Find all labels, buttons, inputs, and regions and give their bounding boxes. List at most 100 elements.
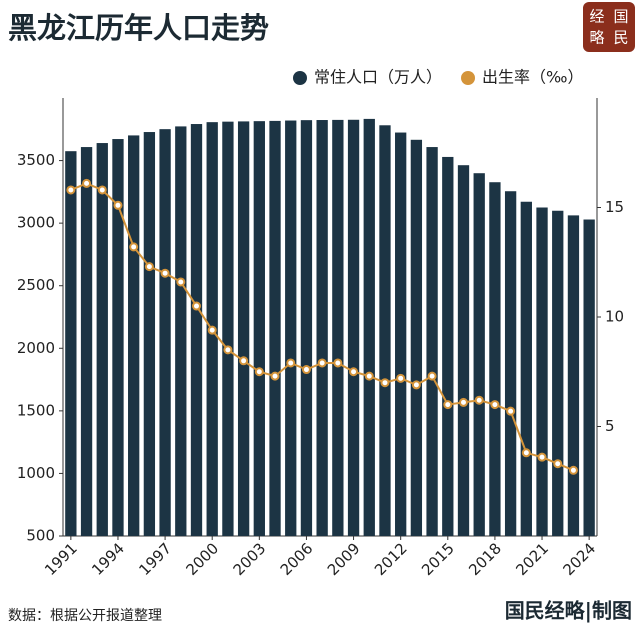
bar [363, 118, 375, 536]
x-tick-label: 2024 [559, 539, 599, 579]
line-point [459, 397, 468, 407]
source-note: 数据：根据公开报道整理 [8, 608, 162, 624]
y-tick-label: 3000 [17, 214, 55, 232]
logo-char: 民 [613, 29, 628, 47]
legend-swatch [293, 71, 307, 85]
bar [379, 125, 391, 537]
x-tick-label: 2006 [277, 539, 317, 579]
y-tick-label: 1000 [17, 464, 55, 482]
bar [332, 119, 344, 537]
bar [80, 147, 93, 536]
line-point [66, 185, 76, 195]
bar [112, 139, 124, 536]
bar [567, 215, 580, 536]
legend-swatch [461, 71, 476, 85]
line-point [553, 459, 563, 469]
logo-char: 国 [613, 8, 628, 26]
bar [520, 201, 532, 537]
x-tick-label: 2003 [230, 539, 270, 579]
line-point [82, 178, 92, 188]
line-point [317, 358, 327, 368]
bar [410, 139, 423, 536]
x-tick-label: 2009 [324, 539, 364, 579]
bar [175, 126, 187, 537]
bar [190, 124, 203, 536]
y-tick-label: 2000 [17, 339, 55, 357]
line-point [333, 358, 343, 368]
line-point [239, 356, 249, 366]
x-tick-label: 2018 [465, 539, 505, 579]
bar [300, 120, 313, 537]
x-tick-label: 2012 [371, 539, 411, 579]
line-point [113, 200, 123, 210]
legend-label: 常住人口（万人） [314, 68, 442, 87]
bar [269, 120, 281, 536]
x-tick-label: 1997 [135, 539, 175, 579]
bar [583, 219, 595, 536]
credit: 国民经略|制图 [505, 599, 632, 623]
y2-tick-label: 5 [605, 417, 615, 435]
x-tick-label: 1994 [88, 539, 128, 579]
y-tick-label: 2500 [17, 276, 55, 294]
line-point [207, 325, 217, 335]
legend-label: 出生率（‰） [482, 68, 583, 87]
line-point [568, 465, 578, 475]
line-point [176, 277, 186, 287]
x-tick-label: 2000 [182, 539, 222, 579]
x-tick-label: 1991 [41, 539, 81, 579]
bar [65, 151, 77, 536]
x-tick-label: 2021 [512, 539, 552, 579]
y-tick-label: 3500 [17, 151, 55, 169]
chart-title: 黑龙江历年人口走势 [8, 11, 269, 45]
bar [442, 156, 454, 536]
logo-char: 经 [589, 8, 604, 26]
line-point [349, 367, 359, 377]
bar [143, 132, 156, 536]
logo-box [583, 2, 635, 52]
y2-tick-label: 15 [605, 198, 624, 216]
line-point [443, 400, 453, 410]
bar [395, 132, 407, 536]
line-point [192, 301, 201, 311]
line-point [396, 373, 406, 383]
line-point [97, 185, 107, 195]
bar [347, 119, 360, 537]
bar [426, 147, 438, 536]
x-tick-label: 2015 [418, 539, 458, 579]
logo-char: 略 [589, 29, 604, 47]
bar [536, 207, 548, 536]
bar [504, 191, 517, 536]
line-point [144, 262, 154, 272]
bar [253, 121, 265, 536]
bar [285, 120, 297, 537]
y2-tick-label: 10 [605, 308, 624, 326]
line-point [364, 371, 374, 381]
bar [457, 165, 470, 536]
line-point [286, 358, 296, 368]
bar [128, 135, 140, 536]
y-tick-label: 500 [26, 527, 55, 545]
line-point [490, 400, 500, 410]
line-point [411, 380, 421, 390]
line-point [160, 268, 170, 278]
bar [489, 182, 501, 537]
line-point [427, 371, 437, 381]
line-point [474, 395, 484, 405]
bar [316, 120, 328, 536]
bar [222, 121, 234, 536]
bar [552, 210, 564, 536]
line-point [301, 365, 311, 375]
bar [237, 121, 250, 537]
line-point [270, 371, 280, 381]
line-point [521, 448, 531, 458]
line-point [223, 345, 233, 355]
line-point [254, 367, 264, 377]
bar [159, 129, 171, 536]
line-point [537, 452, 547, 462]
y-tick-label: 1500 [17, 401, 55, 419]
bar [473, 173, 485, 536]
bar [96, 143, 108, 536]
line-point [380, 378, 390, 388]
line-point [506, 406, 516, 416]
